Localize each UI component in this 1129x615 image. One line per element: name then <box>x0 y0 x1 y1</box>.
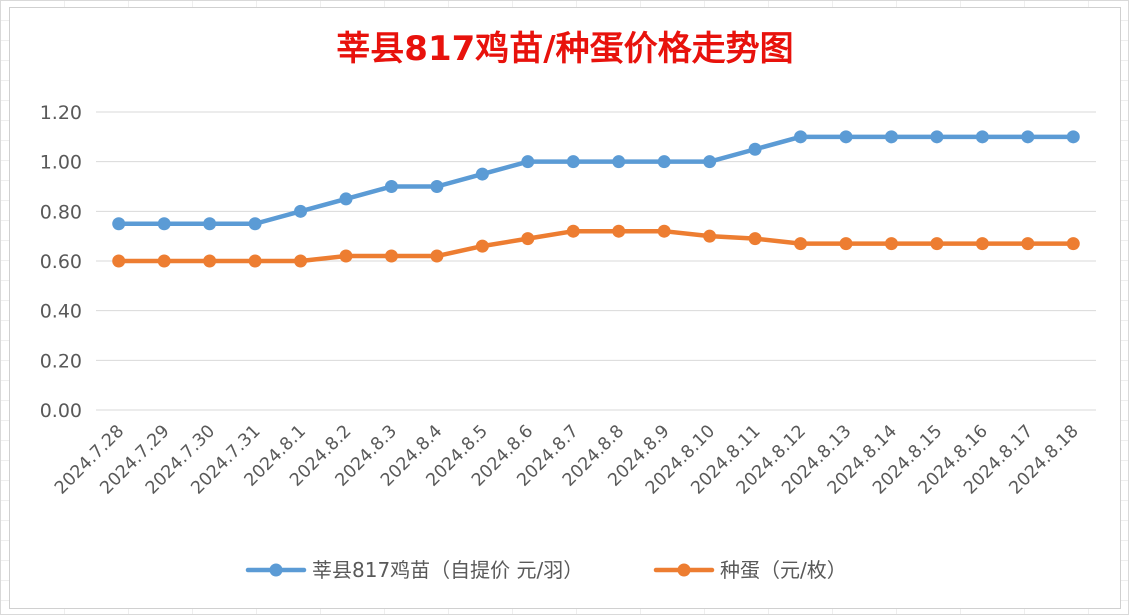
legend-label: 种蛋（元/枚） <box>720 558 847 582</box>
data-point <box>839 130 853 144</box>
data-point <box>203 217 217 231</box>
series-lines <box>112 130 1080 268</box>
data-point <box>748 232 762 246</box>
legend-marker <box>269 563 283 577</box>
data-point <box>112 254 126 268</box>
data-point <box>975 130 989 144</box>
data-point <box>612 224 626 238</box>
data-point <box>248 254 262 268</box>
data-point <box>157 254 171 268</box>
data-point <box>475 167 489 181</box>
data-point <box>521 232 535 246</box>
data-point <box>794 237 808 251</box>
series-line <box>116 228 1076 264</box>
data-point <box>703 229 717 243</box>
data-point <box>884 237 898 251</box>
data-point <box>612 155 626 169</box>
data-point <box>794 130 808 144</box>
data-point <box>430 249 444 263</box>
data-point <box>475 239 489 253</box>
data-point <box>566 155 580 169</box>
data-point <box>839 237 853 251</box>
data-point <box>703 155 717 169</box>
chart-title: 莘县817鸡苗/种蛋价格走势图 <box>336 29 793 69</box>
data-point <box>930 130 944 144</box>
data-point <box>1066 237 1080 251</box>
chart-area: 莘县817鸡苗/种蛋价格走势图 0.00 0.20 0.40 0.60 0.80 1.00… <box>9 7 1121 609</box>
y-tick-label: 0.00 <box>40 400 82 422</box>
series-1 <box>112 130 1080 231</box>
data-point <box>430 180 444 193</box>
data-point <box>384 249 398 263</box>
data-point <box>884 130 898 144</box>
y-tick-label: 1.20 <box>40 102 82 124</box>
legend-item-1: 莘县817鸡苗（自提价 元/羽） <box>245 558 583 582</box>
data-point <box>294 204 308 218</box>
y-tick-label: 0.20 <box>40 350 82 372</box>
data-point <box>339 192 353 206</box>
data-point <box>930 237 944 251</box>
data-point <box>566 224 580 238</box>
data-point <box>657 224 671 238</box>
y-tick-label: 0.60 <box>40 251 82 273</box>
y-axis-ticks: 0.00 0.20 0.40 0.60 0.80 1.00 1.20 <box>40 102 82 422</box>
legend-marker <box>677 563 691 577</box>
series-line <box>116 134 1076 226</box>
y-tick-label: 1.00 <box>40 152 82 174</box>
data-point <box>748 142 762 156</box>
data-point <box>112 217 126 231</box>
legend-item-2: 种蛋（元/枚） <box>653 558 847 582</box>
data-point <box>657 155 671 169</box>
legend: 莘县817鸡苗（自提价 元/羽） 种蛋（元/枚） <box>245 558 847 582</box>
data-point <box>203 254 217 268</box>
data-point <box>1021 237 1035 251</box>
series-2 <box>112 224 1080 268</box>
legend-label: 莘县817鸡苗（自提价 元/羽） <box>312 558 583 582</box>
data-point <box>1021 130 1035 144</box>
data-point <box>384 180 398 193</box>
data-point <box>294 254 308 268</box>
data-point <box>975 237 989 251</box>
data-point <box>1066 130 1080 144</box>
y-tick-label: 0.80 <box>40 201 82 223</box>
data-point <box>248 217 262 231</box>
x-axis-ticks: 2024.7.282024.7.292024.7.302024.7.312024… <box>51 421 1083 498</box>
data-point <box>521 155 535 169</box>
y-tick-label: 0.40 <box>40 301 82 323</box>
data-point <box>339 249 353 263</box>
data-point <box>157 217 171 231</box>
line-chart: 莘县817鸡苗/种蛋价格走势图 0.00 0.20 0.40 0.60 0.80 1.00… <box>40 29 1096 582</box>
